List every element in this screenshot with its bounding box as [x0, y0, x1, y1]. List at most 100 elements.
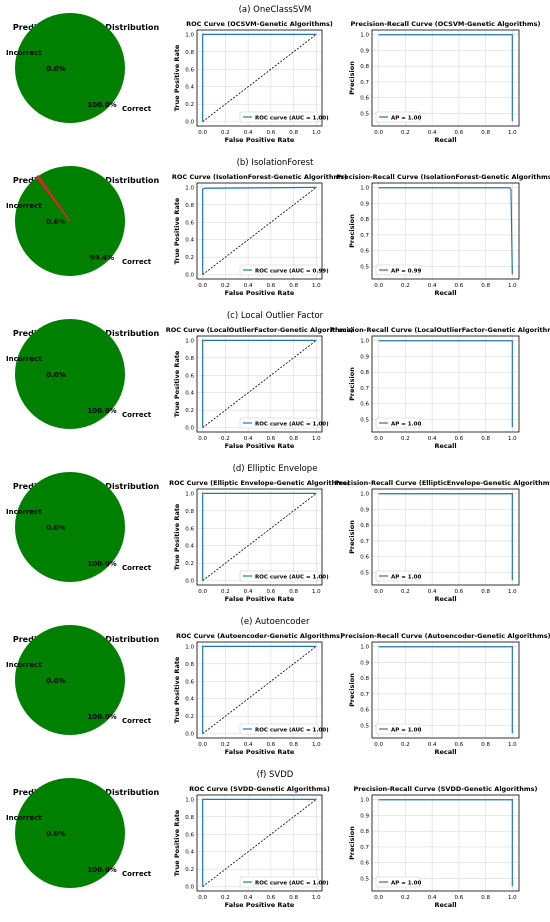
pr-legend [375, 111, 421, 123]
y-axis-label: True Positive Rate [173, 350, 181, 417]
pr-legend [375, 723, 421, 735]
x-tick-label: 0.0 [198, 589, 207, 595]
y-tick-label: 0.5 [360, 570, 369, 576]
pr-curve [378, 340, 513, 428]
y-tick-label: 0.8 [360, 829, 369, 835]
panel-row: (e) AutoencoderPrediction Accuracy Distr… [6, 617, 550, 756]
roc-title: ROC Curve (Autoencoder-Genetic Algorithm… [176, 632, 343, 640]
x-tick-label: 0.0 [198, 895, 207, 901]
legend-label: AP = 1.00 [391, 574, 421, 580]
x-tick-label: 0.6 [454, 589, 463, 595]
y-tick-label: 1.0 [360, 339, 369, 345]
y-axis-label: True Positive Rate [173, 503, 181, 570]
panel-caption: (d) Elliptic Envelope [233, 464, 318, 474]
legend-label: AP = 1.00 [391, 727, 421, 733]
legend-label: AP = 1.00 [391, 880, 421, 886]
y-tick-label: 0.9 [360, 201, 369, 207]
pr-curve [378, 34, 513, 122]
y-tick-label: 0.6 [185, 526, 194, 532]
x-tick-label: 0.6 [266, 742, 275, 748]
x-tick-label: 0.4 [428, 436, 437, 442]
y-tick-label: 1.0 [360, 33, 369, 39]
y-tick-label: 0.8 [185, 509, 194, 515]
x-tick-label: 1.0 [312, 589, 321, 595]
x-tick-label: 0.4 [244, 283, 253, 289]
roc-curve [202, 339, 317, 428]
roc-axes-frame [196, 335, 323, 433]
y-axis-label: True Positive Rate [173, 44, 181, 111]
roc-curve [202, 33, 317, 122]
roc-axes-frame [196, 29, 323, 127]
x-tick-label: 0.6 [454, 895, 463, 901]
x-tick-label: 0.8 [289, 589, 298, 595]
y-axis-label: Precision [348, 61, 356, 95]
x-tick-label: 0.8 [289, 895, 298, 901]
y-tick-label: 1.0 [360, 186, 369, 192]
x-tick-label: 1.0 [508, 742, 517, 748]
x-tick-label: 0.2 [401, 436, 410, 442]
y-tick-label: 0.8 [185, 50, 194, 56]
x-axis-label: Recall [434, 442, 456, 450]
y-tick-label: 0.5 [360, 417, 369, 423]
pie-slice-correct [15, 778, 125, 888]
y-tick-label: 0.6 [360, 96, 369, 102]
x-tick-label: 0.2 [221, 130, 230, 136]
y-tick-label: 0.9 [360, 354, 369, 360]
x-tick-label: 0.4 [428, 589, 437, 595]
legend-label: AP = 0.99 [391, 268, 421, 274]
pie-label-incorrect: Incorrect [6, 814, 42, 822]
x-tick-label: 0.0 [374, 742, 383, 748]
roc-axes-frame [196, 488, 323, 586]
legend-label: ROC curve (AUC = 0.99) [255, 268, 329, 274]
random-baseline [202, 646, 317, 734]
y-tick-label: 0.6 [185, 832, 194, 838]
y-tick-label: 1.0 [185, 644, 194, 650]
x-axis-label: Recall [434, 901, 456, 909]
panel-caption: (e) Autoencoder [241, 617, 310, 627]
x-tick-label: 0.0 [198, 283, 207, 289]
x-tick-label: 0.0 [374, 283, 383, 289]
x-tick-label: 1.0 [508, 895, 517, 901]
pr-title: Precision-Recall Curve (EllipticEnvelope… [335, 479, 550, 487]
pie-slice-correct [15, 319, 125, 429]
y-tick-label: 1.0 [185, 797, 194, 803]
roc-legend [239, 570, 319, 582]
roc-title: ROC Curve (IsolationForest-Genetic Algor… [172, 173, 347, 181]
x-tick-label: 0.4 [428, 895, 437, 901]
y-tick-label: 0.4 [185, 391, 194, 397]
x-axis-label: False Positive Rate [225, 136, 295, 144]
pr-title: Precision-Recall Curve (SVDD-Genetic Alg… [354, 785, 538, 793]
roc-legend [239, 417, 319, 429]
x-tick-label: 0.0 [374, 130, 383, 136]
pie-label-incorrect: Incorrect [6, 202, 42, 210]
x-tick-label: 0.4 [244, 436, 253, 442]
x-axis-label: Recall [434, 136, 456, 144]
x-axis-label: Recall [434, 748, 456, 756]
x-tick-label: 0.2 [401, 283, 410, 289]
roc-title: ROC Curve (SVDD-Genetic Algorithms) [189, 785, 330, 793]
x-tick-label: 0.4 [244, 589, 253, 595]
y-tick-label: 1.0 [185, 32, 194, 38]
y-tick-label: 0.8 [360, 64, 369, 70]
y-tick-label: 0.6 [185, 679, 194, 685]
x-tick-label: 0.8 [481, 589, 490, 595]
x-tick-label: 0.6 [454, 130, 463, 136]
panel-caption: (a) OneClassSVM [239, 5, 312, 15]
y-tick-label: 0.6 [360, 555, 369, 561]
y-tick-label: 1.0 [360, 798, 369, 804]
x-tick-label: 1.0 [508, 436, 517, 442]
pr-title: Precision-Recall Curve (OCSVM-Genetic Al… [351, 20, 541, 28]
y-axis-label: True Positive Rate [173, 656, 181, 723]
x-tick-label: 0.0 [198, 130, 207, 136]
x-tick-label: 0.8 [481, 742, 490, 748]
x-tick-label: 0.4 [244, 130, 253, 136]
y-tick-label: 0.7 [360, 386, 369, 392]
x-tick-label: 0.2 [401, 589, 410, 595]
panel-row: (c) Local Outlier FactorPrediction Accur… [6, 311, 550, 450]
y-tick-label: 0.9 [360, 813, 369, 819]
x-axis-label: False Positive Rate [225, 595, 295, 603]
pie-pct-correct: 100.0% [87, 101, 116, 109]
x-tick-label: 0.8 [481, 436, 490, 442]
y-tick-label: 0.8 [360, 217, 369, 223]
